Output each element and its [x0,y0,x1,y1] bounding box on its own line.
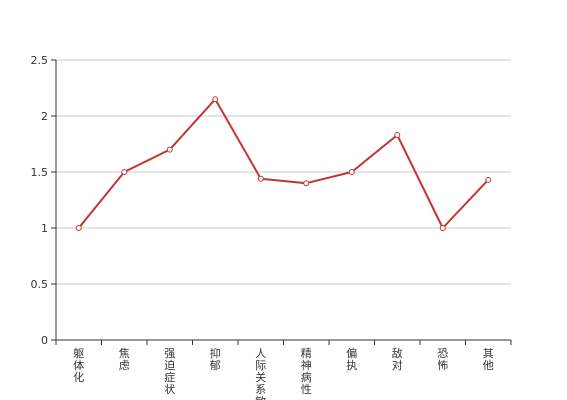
x-tick-label: 精神病性 [301,347,312,396]
x-tick-label: 敌对 [392,346,403,372]
grid-lines [56,59,511,285]
y-tick-label: 0 [41,334,48,347]
y-tick-label: 1.5 [31,166,49,179]
x-axis-ticks: 躯体化 焦虑 强迫症状 抑郁 人际关系敏感 精神病性 偏执 敌对 恐怖 其他 [55,340,512,400]
series-line-path [77,98,489,229]
series-line [77,98,489,229]
x-tick-label: 偏执 [346,346,357,372]
data-point [212,96,219,103]
y-tick-label: 0.5 [31,278,49,291]
axes [55,60,511,341]
data-point [257,175,264,182]
x-tick-label: 人际关系敏感 [255,347,266,400]
data-point [485,176,492,183]
x-tick-label: 焦虑 [119,347,130,372]
data-point [75,225,82,231]
x-tick-label: 躯体化 [73,347,84,384]
x-tick-label: 抑郁 [210,346,221,372]
x-tick-label: 其他 [483,347,494,372]
y-tick-label: 2.5 [31,54,49,67]
data-point [348,169,355,175]
data-point [303,180,310,187]
y-tick-label: 1 [41,222,48,235]
x-tick-label: 恐怖 [437,347,448,372]
x-tick-label: 强迫症状 [164,347,175,396]
data-points [75,96,492,231]
data-point [439,225,446,231]
data-point [166,146,173,153]
y-axis-ticks: 0 0.5 1 1.5 2 2.5 [31,54,56,347]
y-tick-label: 2 [41,110,48,123]
data-point [394,132,401,139]
data-point [121,169,128,175]
